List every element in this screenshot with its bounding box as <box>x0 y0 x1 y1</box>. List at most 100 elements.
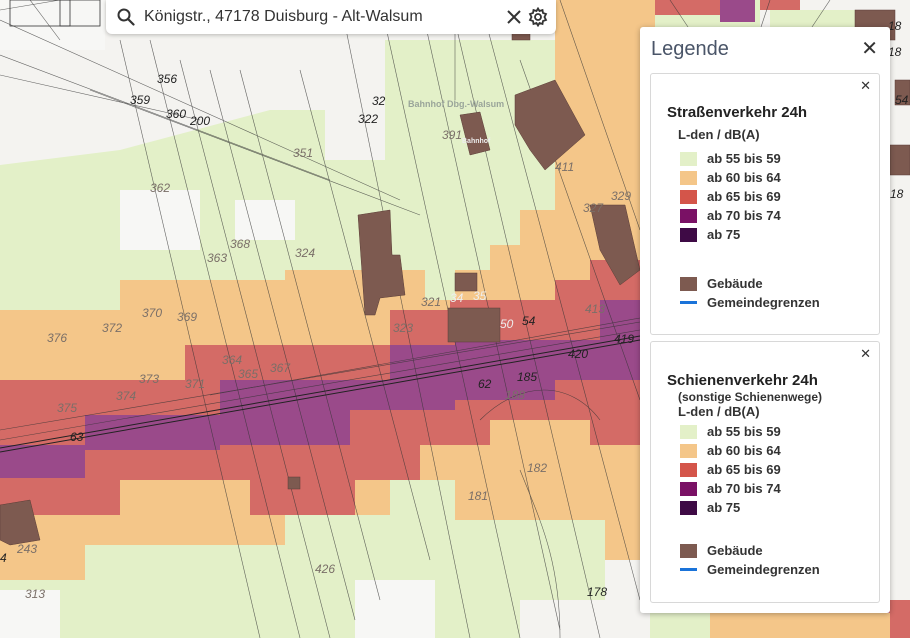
legend-buildings: Gebäude <box>680 541 763 560</box>
parcel-number: 375 <box>57 401 77 415</box>
legend-class: ab 60 bis 64 <box>680 168 781 187</box>
legend-class: ab 65 bis 69 <box>680 187 781 206</box>
line-swatch <box>680 568 697 571</box>
edge-label: 18 <box>888 19 902 33</box>
search-input[interactable] <box>138 8 502 26</box>
color-swatch <box>680 189 697 204</box>
legend-panel: Legende ✕ ✕ Straßenverkehr 24h L-den / d… <box>640 27 890 613</box>
legend-class-label: ab 70 bis 74 <box>707 481 781 496</box>
parcel-number: 54 <box>522 314 536 328</box>
parcel-number: 321 <box>421 295 441 309</box>
gear-icon[interactable] <box>526 5 550 29</box>
legend-card-road: ✕ Straßenverkehr 24h L-den / dB(A) ab 55… <box>650 73 880 335</box>
railway-track <box>0 335 641 453</box>
legend-class-label: ab 65 bis 69 <box>707 462 781 477</box>
legend-class: ab 65 bis 69 <box>680 460 781 479</box>
parcel-number: 372 <box>102 321 122 335</box>
parcel-number: 181 <box>468 489 488 503</box>
close-icon[interactable]: ✕ <box>860 346 871 361</box>
legend-class-label: ab 70 bis 74 <box>707 208 781 223</box>
legend-class: ab 60 bis 64 <box>680 441 781 460</box>
parcel-number: 413 <box>585 302 605 316</box>
legend-card-rail: ✕ Schienenverkehr 24h (sonstige Schienen… <box>650 341 880 603</box>
parcel-number: 182 <box>527 461 547 475</box>
legend-class: ab 75 <box>680 498 740 517</box>
color-swatch <box>680 208 697 223</box>
legend-class-label: ab 75 <box>707 227 741 242</box>
close-icon[interactable] <box>502 5 526 29</box>
parcel-number: 376 <box>47 331 67 345</box>
legend-extra-label: Gemeindegrenzen <box>707 562 820 577</box>
parcel-number: 420 <box>568 347 588 361</box>
color-swatch <box>680 151 697 166</box>
parcel-number: 365 <box>238 367 258 381</box>
parcel-number: 188 <box>505 388 525 402</box>
legend-buildings: Gebäude <box>680 274 763 293</box>
color-swatch <box>680 462 697 477</box>
close-icon[interactable]: ✕ <box>860 78 871 93</box>
legend-title: Legende <box>651 37 729 60</box>
parcel-number: 185 <box>517 370 537 384</box>
parcel-number: 364 <box>222 353 242 367</box>
legend-card-title: Schienenverkehr 24h <box>667 372 818 389</box>
close-icon[interactable]: ✕ <box>861 38 878 60</box>
parcel-number: 62 <box>478 377 492 391</box>
parcel-lines <box>0 0 831 638</box>
parcel-number: 426 <box>315 562 335 576</box>
parcel-number: 371 <box>185 377 205 391</box>
legend-boundaries: Gemeindegrenzen <box>680 293 820 312</box>
search-bar <box>106 0 556 34</box>
color-swatch <box>680 227 697 242</box>
legend-class-label: ab 65 bis 69 <box>707 189 781 204</box>
parcel-number: 313 <box>25 587 45 601</box>
parcel-number: 374 <box>116 389 136 403</box>
parcel-number: 178 <box>587 585 607 599</box>
parcel-number: 324 <box>295 246 315 260</box>
parcel-number: 411 <box>555 160 574 174</box>
legend-class-label: ab 60 bis 64 <box>707 443 781 458</box>
edge-label: 18 <box>890 187 904 201</box>
parcel-number: 327 <box>583 201 604 215</box>
parcel-number: 356 <box>157 72 177 86</box>
parcel-number: 368 <box>230 237 250 251</box>
legend-card-subtitle: (sonstige Schienenwege) <box>678 390 823 404</box>
legend-class: ab 70 bis 74 <box>680 206 781 225</box>
legend-class: ab 75 <box>680 225 740 244</box>
parcel-number: 359 <box>130 93 150 107</box>
parcel-number: 4 <box>0 551 7 565</box>
parcel-number: 419 <box>614 332 634 346</box>
legend-extra-label: Gebäude <box>707 543 763 558</box>
parcel-number: 243 <box>16 542 37 556</box>
legend-extra-label: Gemeindegrenzen <box>707 295 820 310</box>
parcel-number: 63 <box>70 430 84 444</box>
legend-class-label: ab 55 bis 59 <box>707 424 781 439</box>
legend-card-unit: L-den / dB(A) <box>678 127 760 142</box>
legend-class-label: ab 55 bis 59 <box>707 151 781 166</box>
parcel-number: 32 <box>372 94 386 108</box>
legend-class-label: ab 75 <box>707 500 741 515</box>
parcel-number: 50 <box>500 317 514 331</box>
parcel-number: 323 <box>393 321 413 335</box>
legend-boundaries: Gemeindegrenzen <box>680 560 820 579</box>
parcel-number: 362 <box>150 181 170 195</box>
color-swatch <box>680 276 697 291</box>
legend-class-label: ab 60 bis 64 <box>707 170 781 185</box>
station-label: Bahnhof Dbg.-Walsum <box>408 99 504 109</box>
legend-class: ab 55 bis 59 <box>680 149 781 168</box>
legend-card-title: Straßenverkehr 24h <box>667 104 808 121</box>
color-swatch <box>680 424 697 439</box>
color-swatch <box>680 500 697 515</box>
color-swatch <box>680 170 697 185</box>
parcel-number: 367 <box>270 361 291 375</box>
parcel-number: 351 <box>293 146 313 160</box>
parcel-number: 363 <box>207 251 227 265</box>
color-swatch <box>680 543 697 558</box>
color-swatch <box>680 443 697 458</box>
parcel-number: 369 <box>177 310 197 324</box>
legend-class: ab 55 bis 59 <box>680 422 781 441</box>
color-swatch <box>680 481 697 496</box>
legend-extra-label: Gebäude <box>707 276 763 291</box>
parcel-number: 35 <box>473 289 487 303</box>
line-swatch <box>680 301 697 304</box>
search-icon[interactable] <box>114 5 138 29</box>
